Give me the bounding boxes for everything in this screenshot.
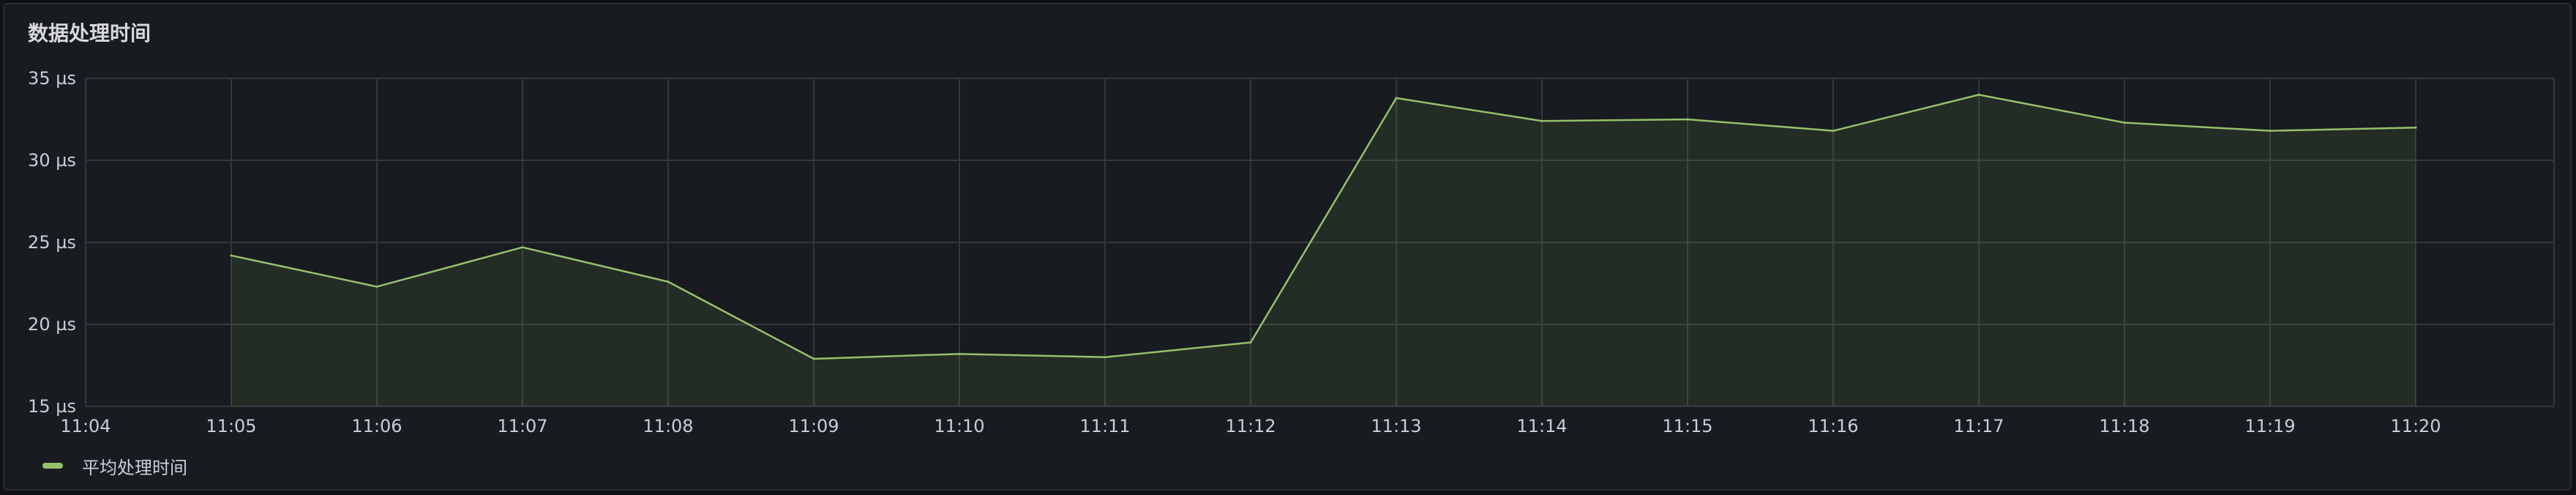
- x-tick-label: 11:20: [2390, 416, 2441, 436]
- x-tick-label: 11:10: [934, 416, 984, 436]
- x-tick-label: 11:12: [1225, 416, 1276, 436]
- x-tick-label: 11:13: [1371, 416, 1421, 436]
- x-tick-labels: 11:04 11:05 11:06 11:07 11:08 11:09 11:10 11:11…: [60, 416, 2441, 436]
- data-point: [230, 254, 233, 257]
- chart-panel: 数据处理时间 15 µs 20 µs 25 µs 30 µs 35 µs 11:04 11…: [3, 3, 2572, 491]
- legend[interactable]: 平均处理时间: [42, 451, 187, 480]
- x-tick-label: 11:08: [643, 416, 693, 436]
- x-tick-label: 11:04: [60, 416, 111, 436]
- data-point: [1686, 118, 1689, 121]
- line-layer: [230, 93, 2417, 360]
- panel-title[interactable]: 数据处理时间: [28, 21, 151, 45]
- legend-swatch-icon: [42, 463, 63, 469]
- x-tick-label: 11:11: [1079, 416, 1130, 436]
- data-point: [2414, 126, 2417, 129]
- y-tick-label: 30 µs: [28, 150, 76, 171]
- data-point: [1832, 130, 1835, 133]
- data-point: [521, 246, 524, 249]
- x-tick-label: 11:18: [2099, 416, 2149, 436]
- x-tick-label: 11:16: [1808, 416, 1858, 436]
- series-area: [231, 94, 2416, 406]
- data-point: [1104, 356, 1107, 359]
- data-point: [1249, 341, 1252, 344]
- x-tick-label: 11:17: [1953, 416, 2004, 436]
- x-tick-label: 11:07: [497, 416, 547, 436]
- y-tick-label: 25 µs: [28, 232, 76, 253]
- data-point: [1540, 119, 1543, 122]
- series-line: [231, 94, 2416, 360]
- data-point: [2123, 121, 2126, 124]
- data-point: [1395, 97, 1398, 100]
- data-point: [2269, 130, 2272, 133]
- legend-label[interactable]: 平均处理时间: [82, 457, 187, 478]
- x-tick-label: 11:14: [1516, 416, 1567, 436]
- x-tick-label: 11:15: [1662, 416, 1712, 436]
- data-point: [375, 285, 378, 288]
- y-tick-label: 15 µs: [28, 396, 76, 417]
- y-tick-labels: 15 µs 20 µs 25 µs 30 µs 35 µs: [28, 68, 76, 417]
- x-tick-label: 11:19: [2244, 416, 2295, 436]
- y-tick-label: 20 µs: [28, 314, 76, 335]
- x-tick-label: 11:05: [206, 416, 256, 436]
- x-tick-label: 11:06: [351, 416, 402, 436]
- x-tick-label: 11:09: [788, 416, 839, 436]
- area-layer: [231, 94, 2416, 406]
- data-point: [958, 352, 961, 355]
- data-point: [812, 357, 815, 360]
- data-point: [667, 280, 670, 283]
- data-point: [1977, 93, 1980, 96]
- y-tick-label: 35 µs: [28, 68, 76, 89]
- grid-lines: [85, 78, 2555, 407]
